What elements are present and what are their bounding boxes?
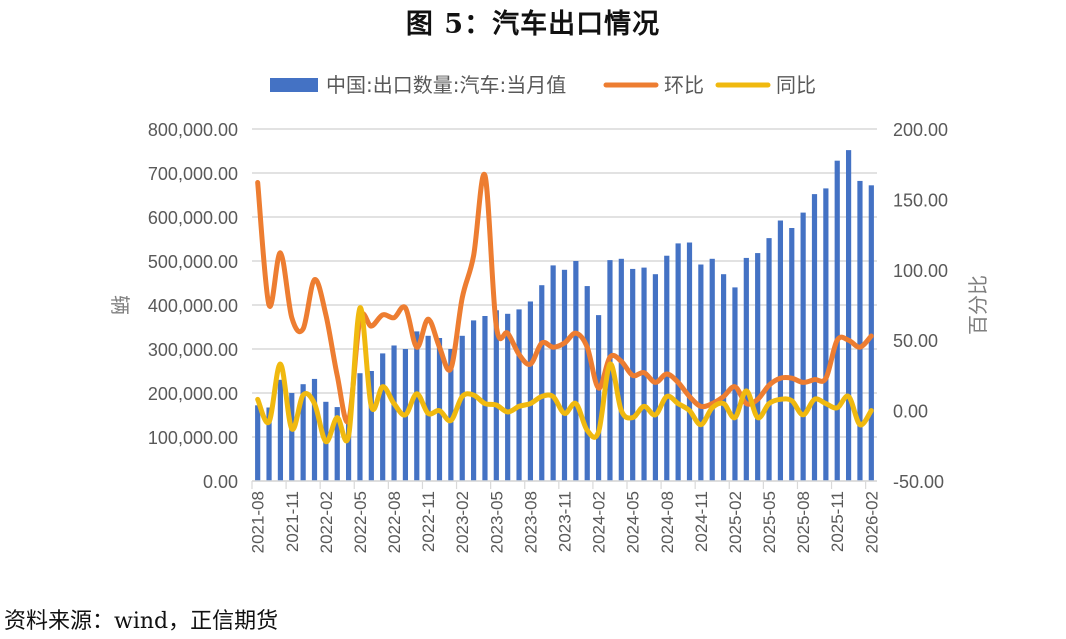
- x-axis-tick-label: 2025-02: [726, 491, 745, 553]
- legend-swatch-bar: [270, 78, 318, 92]
- bar-2023-11: [561, 269, 568, 481]
- bar-2025-07: [789, 228, 795, 481]
- line-series: [255, 171, 874, 445]
- bar-2024-01: [584, 286, 590, 481]
- x-axis-tick-label: 2023-02: [453, 491, 472, 553]
- bar-2022-03: [334, 407, 340, 481]
- x-axis-tick-label: 2022-05: [351, 491, 370, 553]
- left-axis-tick-label: 800,000.00: [148, 120, 238, 140]
- bar-2024-11: [698, 264, 704, 481]
- right-axis-title: 百分比: [966, 275, 990, 335]
- bar-2025-03: [743, 257, 749, 481]
- legend-label: 环比: [664, 73, 704, 97]
- bar-2021-10: [277, 379, 284, 481]
- left-axis-ticks: 0.00 100,000.00 200,000.00 300,000.00 400,00…: [148, 120, 238, 492]
- bar-2024-12: [709, 258, 715, 481]
- x-axis-tick-label: 2024-05: [624, 491, 643, 553]
- bar-2025-05: [766, 238, 772, 481]
- source-note: 资料来源：wind，正信期货: [4, 609, 279, 634]
- bar-2023-09: [539, 285, 545, 481]
- bar-2026-02: [868, 185, 874, 481]
- x-axis: 2021-08 2021-11 2022-02 2022-05 2022-08 2022-…: [249, 480, 881, 553]
- right-axis-tick-label: -50.00: [893, 472, 944, 492]
- bar-2024-07: [652, 274, 659, 481]
- x-axis-tick-label: 2023-11: [556, 491, 575, 552]
- bar-2025-10: [823, 188, 829, 481]
- bar-2021-08: [255, 405, 261, 481]
- bar-2023-06: [505, 313, 511, 481]
- left-axis-tick-label: 400,000.00: [148, 296, 238, 316]
- x-axis-tick-label: 2022-08: [385, 491, 404, 553]
- bar-2024-02: [595, 315, 602, 481]
- bar-2023-01: [448, 349, 454, 481]
- legend: 中国:出口数量:汽车:当月值 环比 同比: [270, 73, 816, 97]
- line-yoy: [255, 305, 874, 445]
- bar-2021-09: [266, 407, 272, 481]
- x-axis-tick-label: 2023-05: [487, 491, 506, 553]
- x-axis-tick-label: 2026-02: [862, 491, 881, 553]
- bar-2025-09: [811, 194, 818, 481]
- bar-2022-08: [391, 345, 397, 481]
- bar-2022-10: [414, 331, 420, 481]
- bar-2024-10: [686, 242, 693, 481]
- x-axis-tick-label: 2021-11: [283, 491, 302, 552]
- x-axis-tick-label: 2025-05: [760, 491, 779, 553]
- bar-2025-04: [755, 253, 761, 481]
- left-axis-tick-label: 0.00: [203, 472, 238, 492]
- left-axis-title: 辆: [108, 295, 132, 315]
- legend-label: 中国:出口数量:汽车:当月值: [326, 73, 566, 97]
- right-axis-tick-label: 100.00: [893, 261, 948, 281]
- bar-2023-02: [459, 335, 465, 481]
- x-axis-tick-label: 2024-11: [692, 491, 711, 552]
- bar-2025-08: [800, 212, 806, 481]
- right-axis-tick-label: 200.00: [893, 120, 948, 140]
- left-axis-tick-label: 700,000.00: [148, 164, 238, 184]
- right-axis-tick-label: 50.00: [893, 331, 938, 351]
- bar-2024-09: [675, 243, 681, 481]
- x-axis-tick-label: 2021-08: [249, 491, 268, 553]
- bar-2025-01: [720, 274, 727, 481]
- right-axis-ticks: -50.00 0.00 50.00 100.00 150.00 200.00: [893, 120, 948, 492]
- left-axis-tick-label: 600,000.00: [148, 208, 238, 228]
- bar-2022-06: [368, 371, 374, 481]
- bar-2022-11: [425, 335, 431, 481]
- left-axis-tick-label: 100,000.00: [148, 428, 238, 448]
- bar-2023-07: [516, 309, 522, 481]
- chart-title: 图 5：汽车出口情况: [405, 9, 661, 40]
- bar-2023-05: [493, 310, 499, 481]
- x-axis-tick-label: 2022-11: [419, 491, 438, 552]
- bar-2021-11: [289, 393, 295, 481]
- bar-2022-07: [380, 353, 386, 481]
- legend-label: 同比: [776, 73, 816, 97]
- x-axis-tick-label: 2022-02: [317, 491, 336, 553]
- right-axis-tick-label: 0.00: [893, 402, 928, 422]
- right-axis-tick-label: 150.00: [893, 190, 948, 210]
- bar-2023-10: [550, 265, 556, 481]
- bar-2023-08: [527, 301, 534, 481]
- left-axis-tick-label: 500,000.00: [148, 252, 238, 272]
- x-axis-tick-label: 2024-02: [590, 491, 609, 553]
- bar-2022-05: [357, 373, 363, 481]
- bar-2026-01: [857, 180, 863, 482]
- bar-2024-04: [618, 258, 624, 481]
- bar-2025-06: [777, 220, 784, 481]
- bar-2022-04: [345, 419, 352, 481]
- bar-2025-12: [845, 150, 852, 481]
- x-axis-tick-label: 2025-11: [828, 491, 847, 552]
- x-axis-tick-label: 2025-08: [794, 491, 813, 553]
- left-axis-tick-label: 300,000.00: [148, 340, 238, 360]
- bar-2022-01: [311, 378, 318, 481]
- bar-2021-12: [300, 384, 306, 481]
- bar-2023-12: [573, 261, 579, 481]
- bar-2023-03: [470, 320, 477, 481]
- bar-2024-08: [664, 255, 670, 481]
- bar-2025-11: [834, 160, 840, 481]
- chart-canvas: 0.00 100,000.00 200,000.00 300,000.00 400,00…: [108, 73, 990, 553]
- bar-2023-04: [482, 316, 488, 481]
- left-axis-tick-label: 200,000.00: [148, 384, 238, 404]
- x-axis-tick-label: 2023-08: [521, 491, 540, 553]
- x-axis-tick-label: 2024-08: [658, 491, 677, 553]
